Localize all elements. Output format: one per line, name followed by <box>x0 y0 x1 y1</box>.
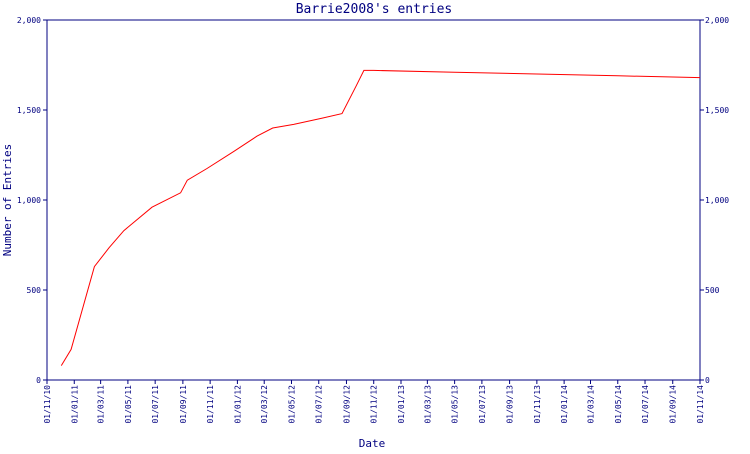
y-axis-right: 0 500 1,000 1,500 2,000 <box>700 16 729 385</box>
y-tick-label-left: 1,000 <box>17 196 41 205</box>
x-tick-label: 01/11/11 <box>206 385 215 424</box>
x-tick-label: 01/05/11 <box>124 385 133 424</box>
x-axis: 01/11/10 01/01/11 01/03/11 01/05/11 01/07/11… <box>43 380 705 424</box>
y-tick-label-left: 500 <box>27 286 42 295</box>
y-tick-label-left: 1,500 <box>17 106 41 115</box>
series-line <box>60 69 701 366</box>
x-tick-label: 01/11/13 <box>533 385 542 424</box>
y-tick-label-right: 2,000 <box>705 16 729 25</box>
y-tick-label-left: 0 <box>36 376 41 385</box>
x-tick-label: 01/01/11 <box>70 385 79 424</box>
x-tick-label: 01/03/13 <box>423 385 432 424</box>
y-tick-label-left: 2,000 <box>17 16 41 25</box>
x-tick-label: 01/03/14 <box>586 385 595 424</box>
x-tick-label: 01/01/14 <box>560 385 569 424</box>
x-axis-title: Date <box>359 437 386 450</box>
x-tick-label: 01/03/12 <box>260 385 269 424</box>
x-tick-label: 01/05/13 <box>451 385 460 424</box>
x-tick-label: 01/11/12 <box>370 385 379 424</box>
x-tick-label: 01/09/13 <box>506 385 515 424</box>
y-tick-label-right: 1,500 <box>705 106 729 115</box>
y-axis-left: 0 500 1,000 1,500 2,000 <box>17 16 47 385</box>
x-tick-label: 01/03/11 <box>97 385 106 424</box>
x-tick-label: 01/09/12 <box>342 385 351 424</box>
y-tick-label-right: 1,000 <box>705 196 729 205</box>
x-tick-label: 01/11/10 <box>43 385 52 424</box>
chart-title: Barrie2008's entries <box>296 2 453 17</box>
x-tick-label: 01/05/14 <box>614 385 623 424</box>
x-tick-label: 01/09/11 <box>179 385 188 424</box>
x-tick-label: 01/07/13 <box>478 385 487 424</box>
x-tick-label: 01/07/11 <box>151 385 160 424</box>
plot-area-frame <box>46 19 701 381</box>
x-tick-label: 01/07/14 <box>641 385 650 424</box>
x-tick-label: 01/11/14 <box>696 385 705 424</box>
y-tick-label-right: 500 <box>705 286 720 295</box>
x-tick-label: 01/01/13 <box>397 385 406 424</box>
x-tick-label: 01/07/12 <box>315 385 324 424</box>
y-tick-label-right: 0 <box>705 376 710 385</box>
x-tick-label: 01/01/12 <box>233 385 242 424</box>
y-axis-title: Number of Entries <box>1 144 14 257</box>
x-tick-label: 01/05/12 <box>287 385 296 424</box>
x-tick-label: 01/09/14 <box>669 385 678 424</box>
